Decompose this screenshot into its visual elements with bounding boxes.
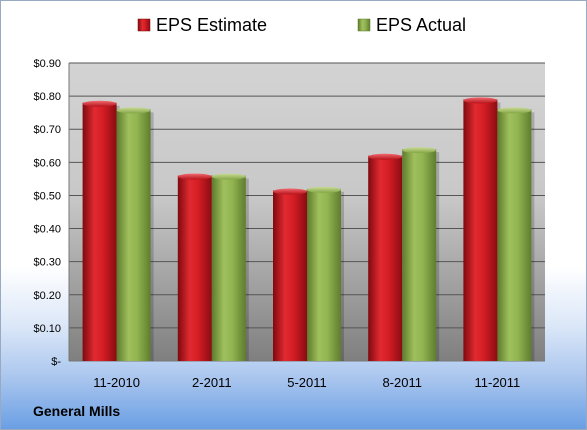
y-tick-label: $0.20 bbox=[33, 290, 61, 302]
y-tick-label: $0.40 bbox=[33, 224, 61, 236]
y-axis: $- $0.10 $0.20 $0.30 $0.40 $0.50 $0.60 $0.70 $0.… bbox=[33, 58, 70, 368]
x-tick-label: 11-2010 bbox=[93, 375, 140, 390]
bar-actual bbox=[402, 149, 437, 361]
y-tick-label: $0.10 bbox=[33, 323, 61, 335]
bar-top bbox=[116, 107, 151, 114]
bar-actual bbox=[211, 175, 246, 361]
bar-top bbox=[307, 186, 341, 193]
bar-actual bbox=[497, 109, 532, 361]
legend-label: EPS Actual bbox=[376, 15, 466, 35]
bars bbox=[82, 97, 535, 361]
bar-top bbox=[402, 147, 437, 154]
y-tick-label: $0.80 bbox=[33, 91, 61, 103]
bar-estimate bbox=[273, 190, 307, 361]
bar-actual bbox=[116, 109, 151, 361]
y-tick-label: $0.60 bbox=[33, 157, 61, 169]
y-tick-label: $0.90 bbox=[33, 58, 61, 70]
x-tick-label: 5-2011 bbox=[287, 375, 327, 390]
company-label: General Mills bbox=[33, 403, 121, 419]
x-axis: 11-2010 2-2011 5-2011 8-2011 11-2011 bbox=[93, 375, 520, 390]
x-tick-label: 11-2011 bbox=[475, 375, 521, 390]
bar-top bbox=[82, 100, 117, 107]
bar-actual bbox=[307, 188, 341, 361]
x-tick-label: 2-2011 bbox=[192, 375, 232, 390]
y-tick-label: $0.70 bbox=[33, 124, 61, 136]
legend: EPS Estimate EPS Actual bbox=[137, 15, 466, 35]
bar-top bbox=[273, 188, 307, 195]
bar-top bbox=[368, 153, 403, 160]
bar-estimate bbox=[82, 102, 117, 361]
x-tick-label: 8-2011 bbox=[382, 375, 422, 390]
bar-estimate bbox=[463, 99, 498, 361]
bar-top bbox=[497, 107, 532, 114]
legend-swatch bbox=[137, 18, 151, 32]
y-tick-label: $0.50 bbox=[33, 190, 61, 202]
y-tick-label: $0.30 bbox=[33, 257, 61, 269]
legend-label: EPS Estimate bbox=[156, 15, 267, 35]
bar-top bbox=[177, 173, 212, 180]
legend-swatch bbox=[357, 18, 371, 32]
bar-top bbox=[463, 97, 498, 104]
bar-estimate bbox=[177, 175, 212, 361]
y-tick-label: $- bbox=[51, 356, 61, 368]
bar-top bbox=[211, 173, 246, 180]
bar-estimate bbox=[368, 155, 403, 361]
